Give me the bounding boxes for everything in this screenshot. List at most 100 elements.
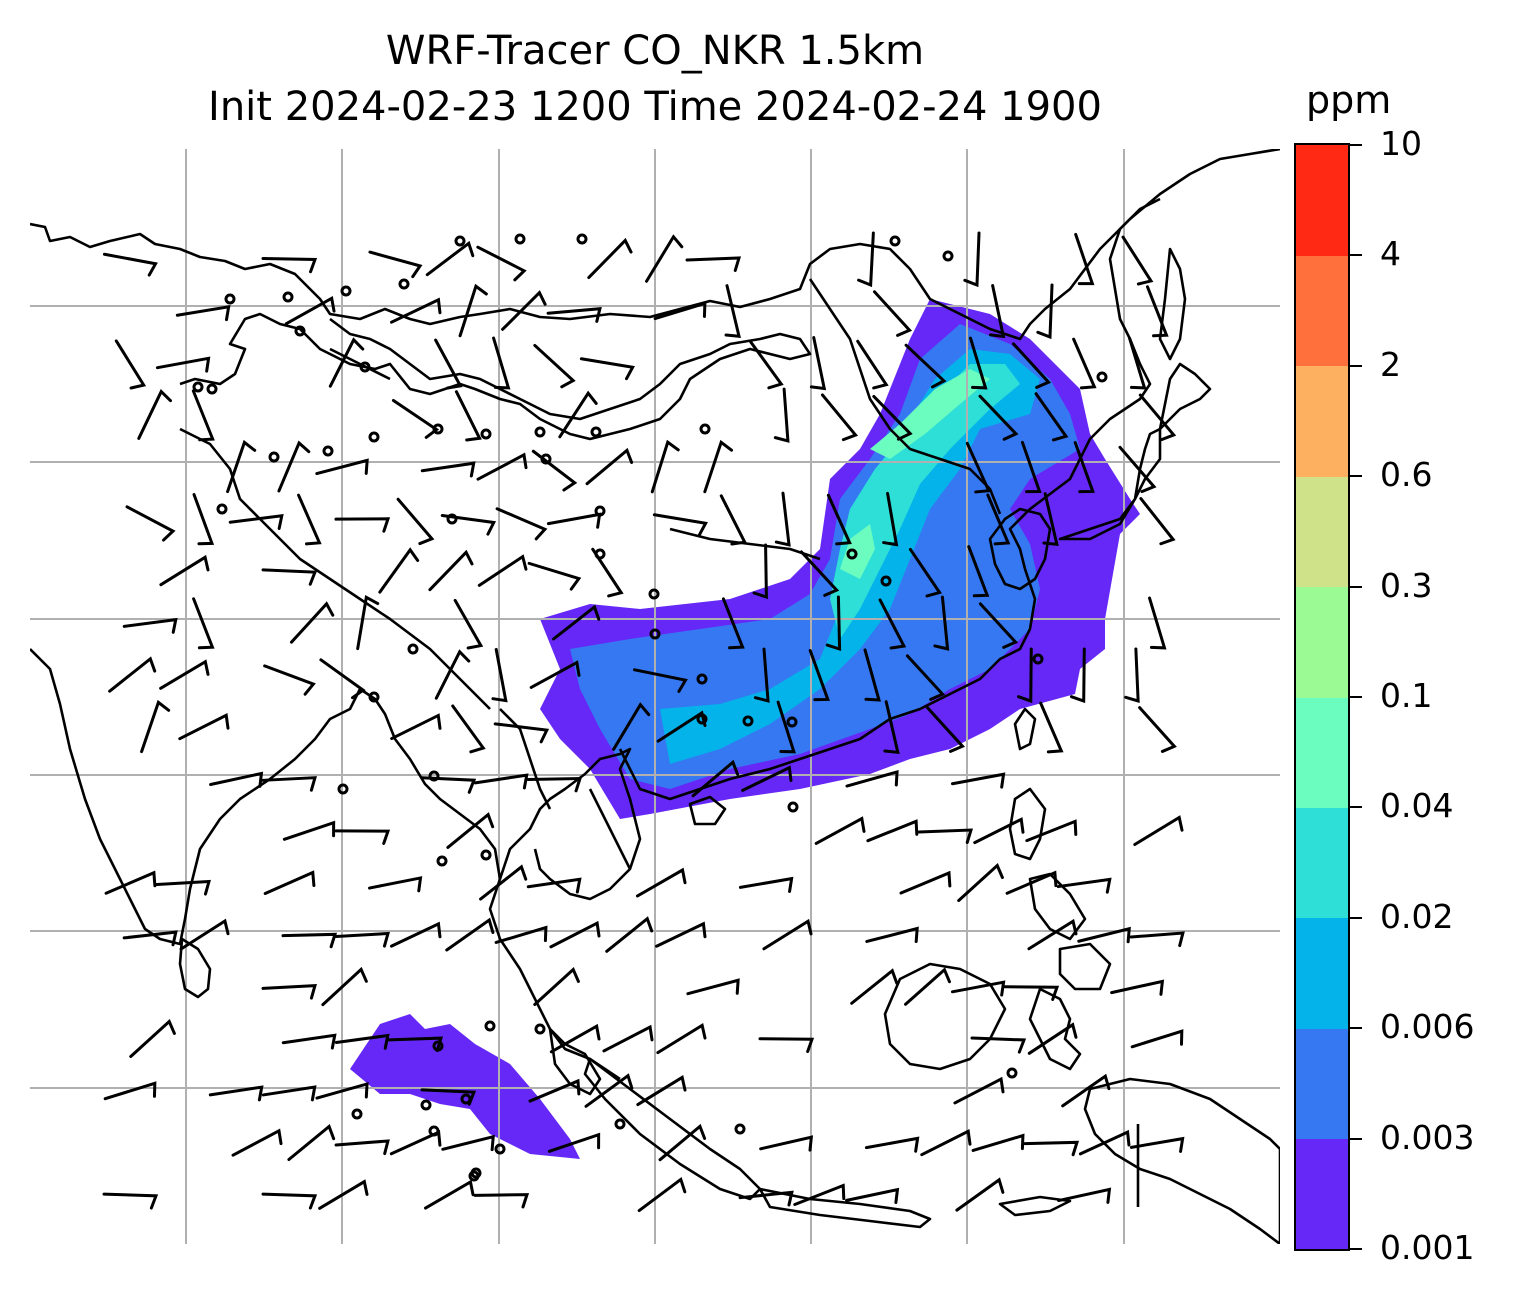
calm-wind-marker: [514, 233, 526, 245]
colorbar-tick: [1350, 364, 1362, 367]
wind-barb: [261, 983, 317, 1000]
wind-barb: [738, 1190, 794, 1207]
wind-barb: [428, 549, 474, 592]
colorbar-tick: [1350, 1248, 1362, 1250]
wind-barb: [658, 1123, 707, 1162]
wind-barb: [814, 816, 866, 845]
colorbar-segment: [1296, 365, 1348, 477]
wind-barb: [231, 1128, 283, 1157]
wind-barb: [1078, 1129, 1131, 1156]
colorbar-segment: [1296, 917, 1348, 1029]
calm-wind-marker: [407, 643, 419, 655]
calm-wind-marker: [224, 293, 236, 305]
wind-barb: [473, 773, 529, 790]
wind-barb: [445, 917, 495, 952]
wind-barb: [287, 1124, 336, 1161]
gridlines: [30, 149, 1280, 1244]
wind-barb: [1036, 283, 1054, 340]
calm-wind-marker: [696, 673, 708, 685]
wind-barb: [328, 337, 365, 388]
wind-barb: [905, 654, 946, 701]
wind-barb: [334, 829, 391, 845]
wind-barb: [1129, 931, 1185, 948]
wind-barb: [656, 1023, 707, 1055]
calm-wind-marker: [699, 423, 711, 435]
wind-barb: [899, 870, 952, 895]
wind-barb: [650, 439, 680, 494]
calm-wind-marker: [1032, 653, 1044, 665]
wind-barb: [208, 1085, 264, 1102]
wind-barb: [1110, 979, 1165, 996]
wind-barb: [321, 966, 368, 1007]
wind-barb: [390, 297, 442, 324]
colorbar-tick: [1350, 806, 1362, 809]
calm-wind-marker: [1006, 1067, 1018, 1079]
plume-level-0.001: [350, 1014, 580, 1159]
wind-barb: [1042, 492, 1059, 547]
wind-barb: [1005, 870, 1058, 895]
wind-barb: [137, 389, 173, 440]
wind-barb: [738, 876, 794, 893]
wind-barb: [228, 514, 284, 530]
wind-barb: [387, 1036, 444, 1053]
wind-barb: [741, 765, 793, 792]
wind-barb: [645, 234, 684, 283]
colorbar-tick-label: 0.1: [1380, 676, 1433, 715]
map-title-line-1: WRF-Tracer CO_NKR 1.5km: [385, 28, 925, 74]
calm-wind-marker: [420, 1099, 432, 1111]
sri-lanka: [178, 937, 212, 999]
colorbar-tick-label: 0.6: [1380, 455, 1433, 495]
wind-barb: [1011, 342, 1052, 389]
wind-barb: [454, 390, 482, 442]
wind-barb: [440, 513, 497, 536]
wind-barb: [473, 1193, 530, 1209]
colorbar-tick-label: 10: [1380, 124, 1422, 163]
philippines-luzon: [1008, 787, 1047, 861]
wind-barb: [773, 387, 790, 443]
wind-barb: [1130, 1029, 1184, 1049]
wind-barb: [845, 769, 899, 788]
wind-barb: [988, 284, 1006, 339]
new-guinea: [1083, 1077, 1280, 1244]
borneo: [883, 962, 1007, 1071]
wind-barb: [872, 290, 913, 337]
wind-barb: [284, 296, 336, 326]
wind-barb: [479, 864, 528, 901]
wind-barb: [1061, 1073, 1111, 1108]
wind-barb: [1039, 701, 1064, 754]
calm-wind-marker: [216, 503, 228, 515]
wind-barb: [978, 394, 1019, 441]
philippines-mindanao: [1058, 942, 1112, 991]
wind-barb: [799, 550, 840, 597]
wind-barb: [866, 819, 919, 843]
calm-wind-marker: [480, 849, 492, 861]
colorbar-segment: [1296, 1028, 1348, 1140]
wind-barb: [434, 338, 463, 390]
wind-barb: [261, 1085, 317, 1102]
calm-wind-marker: [649, 628, 661, 640]
wind-barb: [389, 1129, 442, 1156]
wind-barb: [546, 512, 602, 529]
wind-barb: [549, 1023, 601, 1054]
calm-wind-marker: [428, 770, 440, 782]
wind-barb: [809, 336, 827, 391]
calm-wind-marker: [294, 325, 306, 337]
wind-barb: [1148, 596, 1167, 650]
wind-barb: [446, 812, 495, 849]
wind-barb: [424, 1179, 475, 1210]
calm-wind-marker: [787, 801, 799, 813]
wind-barb: [965, 441, 991, 494]
wind-barb: [585, 447, 634, 486]
wind-barb: [179, 918, 230, 951]
colorbar-tick: [1350, 1027, 1362, 1030]
wind-barb: [492, 336, 511, 390]
wind-barb: [652, 513, 708, 537]
wind-barb: [883, 700, 900, 755]
wind-barb: [1129, 1136, 1185, 1153]
wind-barb: [776, 700, 796, 754]
interior-lake-basin: [179, 312, 812, 441]
calm-wind-marker: [454, 235, 466, 247]
eurasia-north-coast: [30, 149, 1280, 341]
calm-wind-marker: [734, 1123, 746, 1135]
wind-barb: [967, 545, 990, 598]
